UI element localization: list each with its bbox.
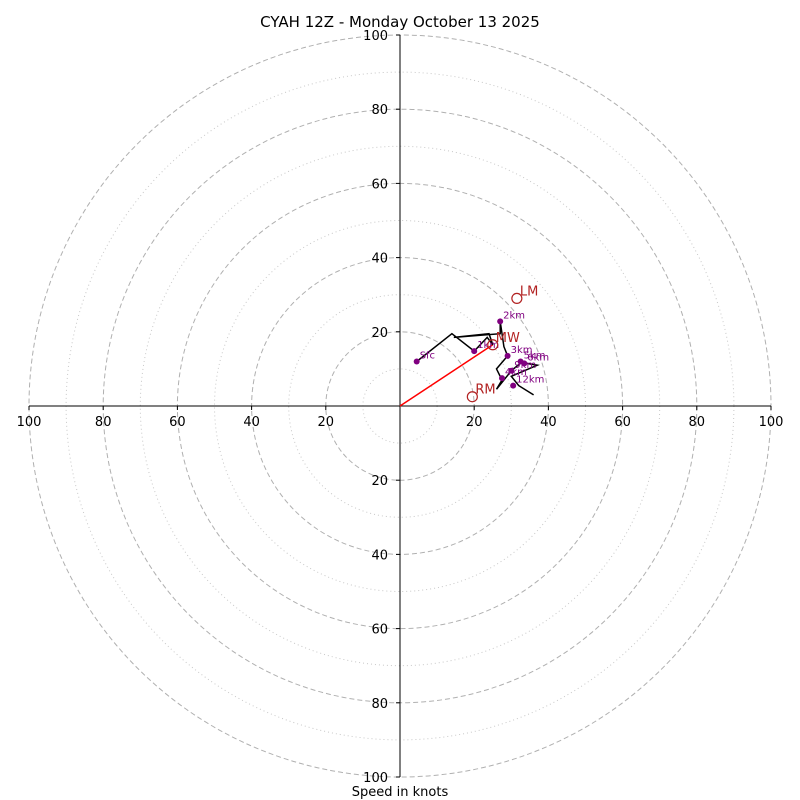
x-tick-label: 100 xyxy=(759,415,784,430)
x-tick-label: 60 xyxy=(169,415,186,430)
shear-vector xyxy=(399,344,494,407)
storm-motion-label-RM: RM xyxy=(475,383,495,398)
x-tick-label: 60 xyxy=(614,415,631,430)
height-label-2km: 2km xyxy=(503,310,525,321)
height-label-5km: 5km xyxy=(524,350,546,361)
x-tick-label: 20 xyxy=(466,415,483,430)
storm-motion-marker-MW xyxy=(487,339,499,351)
height-label-Sfc: Sfc xyxy=(420,350,435,361)
x-tick-label: 80 xyxy=(689,415,706,430)
height-marker-3km xyxy=(504,352,511,359)
shear-vector-line xyxy=(399,344,494,407)
x-tick-label: 40 xyxy=(540,415,557,430)
x-axis-label: Speed in knots xyxy=(352,785,449,800)
height-marker-9km xyxy=(508,367,515,374)
y-tick-label: 60 xyxy=(371,177,388,192)
height-marker-12km xyxy=(510,382,517,389)
tick-labels: 20 20 20 20 40 40 40 40 60 60 60 60 80 80 80 80 100 100 10… xyxy=(17,29,784,786)
height-marker-4km xyxy=(499,375,506,382)
x-tick-label: 100 xyxy=(17,415,42,430)
storm-motion-markers: LM MW RM xyxy=(466,284,538,403)
y-tick-label: 100 xyxy=(363,29,388,44)
y-tick-label: 80 xyxy=(371,697,388,712)
y-tick-label: 20 xyxy=(371,326,388,341)
chart-title: CYAH 12Z - Monday October 13 2025 xyxy=(260,13,540,31)
storm-motion-label-LM: LM xyxy=(520,284,538,299)
y-tick-label: 80 xyxy=(371,103,388,118)
storm-motion-marker-RM xyxy=(466,391,478,403)
y-tick-label: 40 xyxy=(371,548,388,563)
height-marker-6km xyxy=(521,360,528,367)
height-label-6km: 6km xyxy=(527,352,549,363)
height-marker-2km xyxy=(497,318,504,325)
x-tick-label: 40 xyxy=(243,415,260,430)
height-marker-1km xyxy=(471,348,478,355)
storm-motion-label-MW: MW xyxy=(496,331,520,346)
x-tick-label: 80 xyxy=(95,415,112,430)
y-tick-label: 100 xyxy=(363,771,388,786)
height-label-12km: 12km xyxy=(516,375,544,386)
storm-motion-marker-LM xyxy=(511,292,523,305)
height-label-4km: 4km xyxy=(505,367,527,378)
y-tick-label: 60 xyxy=(371,623,388,638)
height-label-3km: 3km xyxy=(511,345,533,356)
height-marker-Sfc xyxy=(413,358,420,365)
height-label-9km: 9km xyxy=(514,360,536,371)
y-tick-label: 20 xyxy=(371,474,388,489)
x-tick-label: 20 xyxy=(318,415,335,430)
y-tick-label: 40 xyxy=(371,252,388,267)
